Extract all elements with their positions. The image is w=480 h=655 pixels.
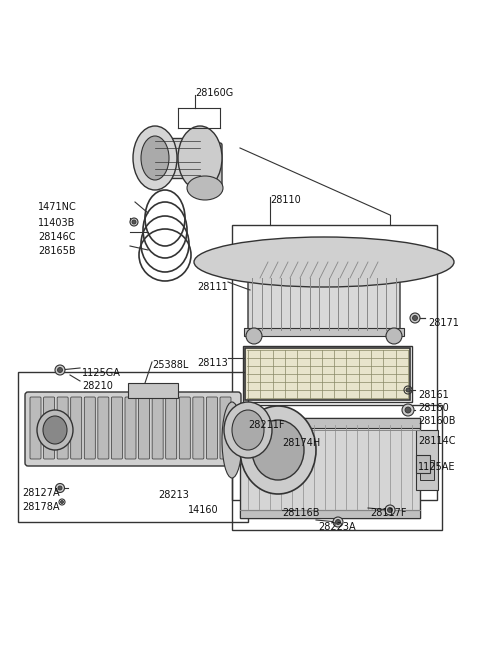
Text: 28211F: 28211F [248,420,285,430]
FancyBboxPatch shape [44,397,55,459]
Ellipse shape [133,126,177,190]
Ellipse shape [222,402,242,478]
Bar [232,225,437,500]
Circle shape [336,519,340,525]
Text: 28160G: 28160G [195,88,233,98]
Text: 28117F: 28117F [370,508,407,518]
FancyBboxPatch shape [125,397,136,459]
Polygon shape [248,262,400,330]
Text: 28161: 28161 [418,390,449,400]
FancyBboxPatch shape [71,397,82,459]
Ellipse shape [43,416,67,444]
FancyBboxPatch shape [166,397,177,459]
Text: 28210: 28210 [82,381,113,391]
Bar [232,405,442,530]
FancyBboxPatch shape [188,143,222,192]
Ellipse shape [386,328,402,344]
Text: 28178A: 28178A [22,502,60,512]
FancyBboxPatch shape [30,397,41,459]
Circle shape [56,483,64,493]
Circle shape [405,407,411,413]
Text: 28113: 28113 [197,358,228,368]
Bar [243,346,412,402]
Ellipse shape [187,176,223,200]
FancyBboxPatch shape [111,397,122,459]
Text: 28213: 28213 [158,490,189,500]
Ellipse shape [37,410,73,450]
Text: 28174H: 28174H [282,438,320,448]
Text: 28110: 28110 [270,195,301,205]
Text: 28111: 28111 [197,282,228,292]
Ellipse shape [232,410,264,450]
FancyBboxPatch shape [98,397,109,459]
Circle shape [130,218,138,226]
Ellipse shape [252,420,304,480]
Bar [245,348,410,400]
Ellipse shape [240,406,316,494]
Text: 28171: 28171 [428,318,459,328]
FancyBboxPatch shape [139,397,150,459]
Ellipse shape [194,237,454,287]
Text: 25388L: 25388L [152,360,188,370]
Text: 28146C: 28146C [38,232,75,242]
Circle shape [55,365,65,375]
Text: 28116B: 28116B [282,508,320,518]
Bar [18,372,248,522]
Bar [240,418,420,518]
Circle shape [58,486,62,490]
Text: 28127A: 28127A [22,488,60,498]
Text: 1471NC: 1471NC [38,202,77,212]
Text: 1125GA: 1125GA [82,368,121,378]
Circle shape [132,220,136,224]
Circle shape [387,508,393,512]
FancyBboxPatch shape [180,397,190,459]
Circle shape [402,404,414,416]
Circle shape [410,313,420,323]
Circle shape [412,316,418,320]
Circle shape [406,388,410,392]
FancyBboxPatch shape [152,397,163,459]
Circle shape [58,367,62,373]
Ellipse shape [224,402,272,458]
Ellipse shape [246,328,262,344]
FancyBboxPatch shape [84,397,96,459]
Bar [420,460,434,480]
Ellipse shape [141,136,169,180]
Bar [416,430,438,490]
Polygon shape [232,420,268,472]
Text: 28160: 28160 [418,403,449,413]
FancyBboxPatch shape [193,397,204,459]
Text: 11403B: 11403B [38,218,75,228]
Bar [244,328,404,336]
Bar [240,418,420,428]
Text: 28223A: 28223A [318,522,356,532]
Circle shape [60,500,63,504]
Text: 28165B: 28165B [38,246,76,256]
Bar [128,383,178,398]
Text: 14160: 14160 [188,505,218,515]
Bar [416,455,430,473]
FancyBboxPatch shape [220,397,231,459]
Text: 1125AE: 1125AE [418,462,456,472]
Text: 28160B: 28160B [418,416,456,426]
FancyBboxPatch shape [25,392,241,466]
FancyBboxPatch shape [206,397,217,459]
Circle shape [333,517,343,527]
Bar [155,138,200,178]
Text: 28114C: 28114C [418,436,456,446]
FancyBboxPatch shape [57,397,68,459]
Ellipse shape [178,126,222,190]
Bar [240,510,420,518]
Circle shape [385,505,395,515]
